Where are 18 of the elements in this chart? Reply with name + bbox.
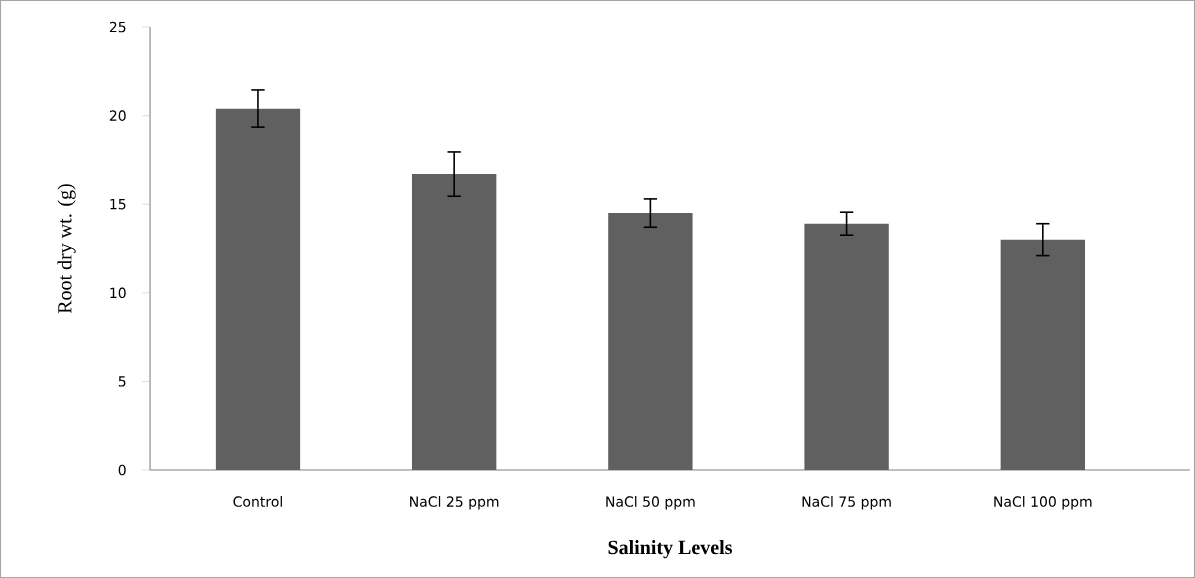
bar <box>608 213 693 470</box>
y-tick-label: 25 <box>109 21 126 33</box>
y-tick-label: 15 <box>110 199 126 210</box>
x-tick-label: NaCl 75 ppm <box>802 496 891 510</box>
bar <box>411 174 497 470</box>
y-tick-label: 0 <box>118 464 126 476</box>
bar <box>804 223 889 470</box>
x-tick-label: NaCl 25 ppm <box>410 496 499 510</box>
y-tick-label: 20 <box>109 110 126 121</box>
x-tick-label: NaCl 100 ppm <box>994 496 1092 510</box>
x-axis-title: Salinity Levels <box>608 540 733 559</box>
bar <box>215 108 301 470</box>
x-tick-label: NaCl 50 ppm <box>606 496 695 510</box>
y-tick-label: 5 <box>118 376 126 387</box>
x-tick-label: Control <box>233 496 282 507</box>
y-axis-title: Root dry wt. (g) <box>57 184 76 314</box>
bar <box>1000 239 1085 470</box>
y-tick-label: 10 <box>110 287 126 299</box>
